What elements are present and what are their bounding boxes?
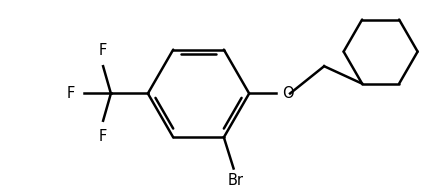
- Text: Br: Br: [228, 173, 244, 188]
- Text: F: F: [99, 129, 107, 143]
- Text: F: F: [67, 86, 75, 101]
- Text: F: F: [99, 43, 107, 58]
- Text: O: O: [282, 86, 294, 101]
